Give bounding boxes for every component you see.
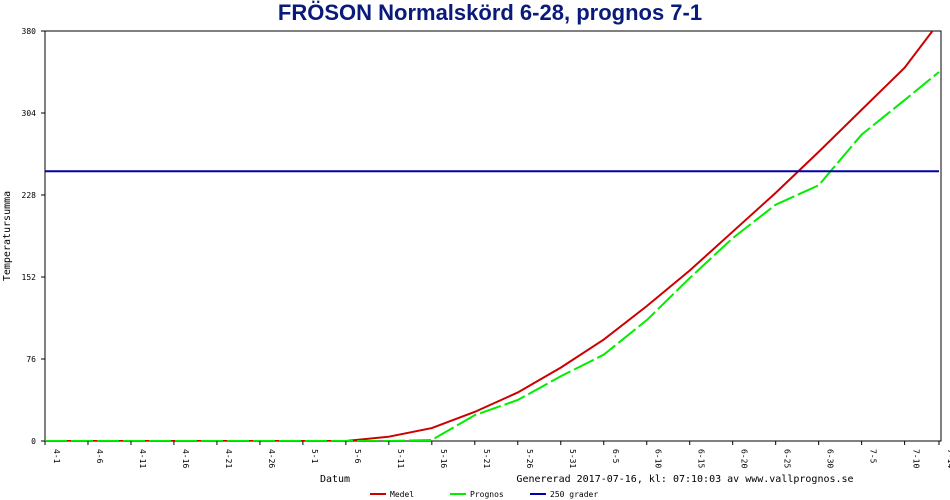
x-tick-label: 5-16 <box>439 449 448 468</box>
x-tick-label: 5-1 <box>310 449 319 464</box>
x-tick-label: 5-11 <box>396 449 405 468</box>
x-tick-label: 6-5 <box>611 449 620 464</box>
x-tick-label: 5-21 <box>482 449 491 468</box>
y-tick-label: 380 <box>22 27 37 36</box>
y-tick-label: 304 <box>22 109 37 118</box>
y-axis-label: Temperatursumma <box>2 191 13 281</box>
x-tick-label: 5-26 <box>525 449 534 468</box>
y-tick-label: 228 <box>22 191 37 200</box>
x-axis-label: Datum <box>320 474 350 485</box>
x-tick-label: 6-15 <box>697 449 706 468</box>
x-tick-label: 4-26 <box>267 449 276 468</box>
x-tick-label: 4-1 <box>52 449 61 464</box>
legend-label: Medel <box>390 490 414 499</box>
plot-area <box>44 30 942 442</box>
legend-label: Prognos <box>470 490 504 499</box>
x-tick-label: 5-6 <box>353 449 362 464</box>
x-tick-label: 6-10 <box>654 449 663 468</box>
x-tick-label: 6-30 <box>826 449 835 468</box>
series-line <box>45 71 940 441</box>
y-tick-label: 152 <box>22 273 37 282</box>
x-tick-label: 5-31 <box>568 449 577 468</box>
x-tick-label: 4-21 <box>224 449 233 468</box>
x-tick-label: 7-5 <box>869 449 878 464</box>
x-tick-label: 4-6 <box>95 449 104 464</box>
chart-title: FRÖSON Normalskörd 6-28, prognos 7-1 <box>278 0 702 25</box>
plot-lines <box>45 31 940 441</box>
x-tick-label: 6-25 <box>783 449 792 468</box>
x-tick-label: 4-16 <box>181 449 190 468</box>
legend-label: 250 grader <box>550 490 598 499</box>
x-tick-label: 4-11 <box>138 449 147 468</box>
series-line <box>45 31 934 441</box>
footer: Genererad 2017-07-16, kl: 07:10:03 av ww… <box>516 474 853 485</box>
y-tick-label: 76 <box>26 355 36 364</box>
x-tick-label: 7-14 <box>946 449 950 468</box>
x-tick-label: 7-10 <box>912 449 921 468</box>
x-tick-label: 6-20 <box>740 449 749 468</box>
y-tick-label: 0 <box>31 437 36 446</box>
